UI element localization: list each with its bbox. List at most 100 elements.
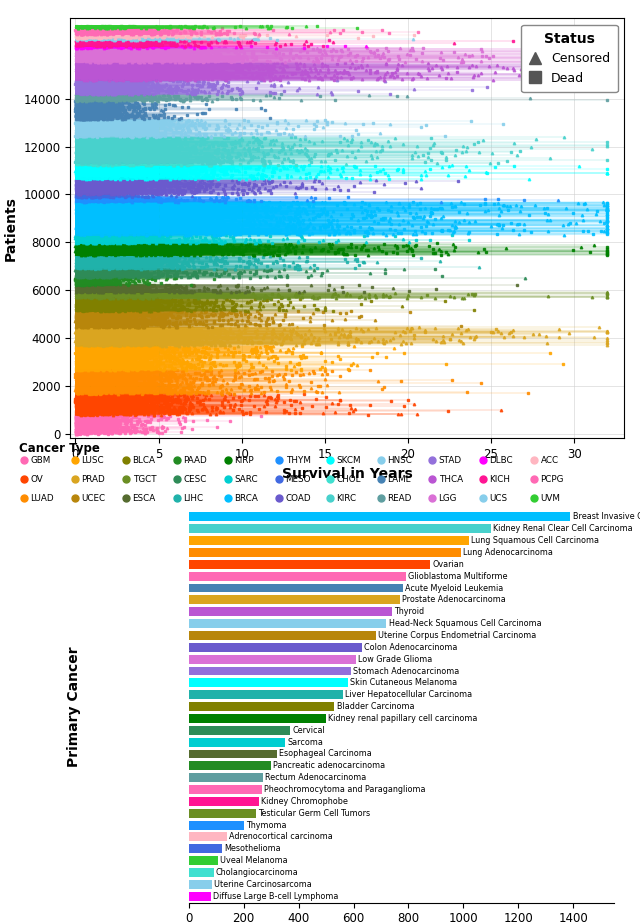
Text: CESC: CESC <box>184 474 207 484</box>
Bar <box>189 761 271 771</box>
Text: KIRC: KIRC <box>337 494 356 502</box>
Text: DLBC: DLBC <box>490 456 513 465</box>
Text: Stomach Adenocarcinoma: Stomach Adenocarcinoma <box>353 666 460 676</box>
Text: SARC: SARC <box>235 474 258 484</box>
Text: Pheochromocytoma and Paraganglioma: Pheochromocytoma and Paraganglioma <box>264 785 425 794</box>
Bar <box>189 678 348 688</box>
Legend: Censored, Dead: Censored, Dead <box>521 25 618 92</box>
Bar <box>189 548 461 557</box>
X-axis label: Survival in Years: Survival in Years <box>282 467 413 481</box>
Text: Bladder Carcinoma: Bladder Carcinoma <box>337 702 414 711</box>
Text: LGG: LGG <box>438 494 457 502</box>
Bar <box>189 607 392 617</box>
Text: KICH: KICH <box>490 474 511 484</box>
Text: Pancreatic adenocarcinoma: Pancreatic adenocarcinoma <box>273 761 385 771</box>
Text: Kidney Renal Clear Cell Carcinoma: Kidney Renal Clear Cell Carcinoma <box>493 524 633 533</box>
Text: Rectum Adenocarcinoma: Rectum Adenocarcinoma <box>265 773 366 782</box>
Text: Colon Adenocarcinoma: Colon Adenocarcinoma <box>364 642 458 652</box>
Text: PRAD: PRAD <box>82 474 106 484</box>
Text: OV: OV <box>31 474 44 484</box>
Text: BRCA: BRCA <box>235 494 259 502</box>
Bar <box>189 512 570 521</box>
Text: THCA: THCA <box>438 474 463 484</box>
Text: ACC: ACC <box>541 456 559 465</box>
Bar <box>189 642 362 652</box>
Text: UVM: UVM <box>541 494 561 502</box>
Text: LUSC: LUSC <box>82 456 104 465</box>
Text: Esophageal Carcinoma: Esophageal Carcinoma <box>279 749 372 759</box>
Bar <box>189 560 431 569</box>
Text: Kidney renal papillary cell carcinoma: Kidney renal papillary cell carcinoma <box>328 713 477 723</box>
Text: LAML: LAML <box>388 474 411 484</box>
Text: Head-Neck Squamous Cell Carcinoma: Head-Neck Squamous Cell Carcinoma <box>388 619 541 628</box>
Text: PAAD: PAAD <box>184 456 207 465</box>
Bar <box>189 737 285 747</box>
Text: Glioblastoma Multiforme: Glioblastoma Multiforme <box>408 571 508 581</box>
Text: READ: READ <box>388 494 412 502</box>
Bar <box>189 892 211 901</box>
Bar <box>189 749 276 759</box>
Text: KIRP: KIRP <box>235 456 254 465</box>
Bar <box>189 631 376 640</box>
Bar <box>189 595 400 605</box>
Text: BLCA: BLCA <box>132 456 156 465</box>
Text: ESCA: ESCA <box>132 494 156 502</box>
Text: Testicular Germ Cell Tumors: Testicular Germ Cell Tumors <box>259 809 371 818</box>
Bar <box>189 857 218 865</box>
Text: Lung Squamous Cell Carcinoma: Lung Squamous Cell Carcinoma <box>471 536 599 545</box>
Text: Mesothelioma: Mesothelioma <box>224 845 280 853</box>
Text: Thymoma: Thymoma <box>246 821 287 830</box>
Text: COAD: COAD <box>285 494 311 502</box>
Bar <box>189 702 334 711</box>
Bar <box>189 583 403 593</box>
Text: PCPG: PCPG <box>541 474 564 484</box>
Bar <box>189 773 263 782</box>
Text: Uveal Melanoma: Uveal Melanoma <box>220 857 287 865</box>
Bar <box>189 690 342 699</box>
Text: Uterine Carcinosarcoma: Uterine Carcinosarcoma <box>214 880 312 889</box>
Bar <box>189 571 406 581</box>
Text: Diffuse Large B-cell Lymphoma: Diffuse Large B-cell Lymphoma <box>213 892 339 901</box>
Bar <box>189 524 491 533</box>
Text: THYM: THYM <box>285 456 310 465</box>
Text: Prostate Adenocarcinoma: Prostate Adenocarcinoma <box>403 595 506 605</box>
Text: Lung Adenocarcinoma: Lung Adenocarcinoma <box>463 548 553 557</box>
Text: UCEC: UCEC <box>82 494 106 502</box>
Text: Liver Hepatocellular Carcinoma: Liver Hepatocellular Carcinoma <box>345 690 472 700</box>
Text: CHOL: CHOL <box>337 474 361 484</box>
Text: Adrenocortical carcinoma: Adrenocortical carcinoma <box>229 833 333 842</box>
Bar <box>189 785 262 794</box>
Text: LUAD: LUAD <box>31 494 54 502</box>
Text: HNSC: HNSC <box>388 456 412 465</box>
Text: GBM: GBM <box>31 456 51 465</box>
Text: Primary Cancer: Primary Cancer <box>67 646 81 767</box>
Bar <box>189 868 214 877</box>
Bar <box>189 845 221 853</box>
Text: MESO: MESO <box>285 474 311 484</box>
Bar <box>189 725 291 735</box>
Bar <box>189 666 351 676</box>
Text: LIHC: LIHC <box>184 494 204 502</box>
Bar <box>189 809 256 818</box>
Bar <box>189 536 469 545</box>
Y-axis label: Patients: Patients <box>4 196 18 261</box>
Text: Uterine Corpus Endometrial Carcinoma: Uterine Corpus Endometrial Carcinoma <box>378 631 536 640</box>
Text: Sarcoma: Sarcoma <box>287 737 323 747</box>
Bar <box>189 797 259 806</box>
Text: Breast Invasive Carcinoma: Breast Invasive Carcinoma <box>573 512 640 521</box>
Text: Acute Myeloid Leukemia: Acute Myeloid Leukemia <box>405 583 504 593</box>
Bar <box>189 880 212 889</box>
Text: Thyroid: Thyroid <box>394 607 424 617</box>
Bar <box>189 619 387 628</box>
Text: Low Grade Glioma: Low Grade Glioma <box>358 654 433 664</box>
Bar <box>189 821 244 830</box>
Bar <box>189 714 326 723</box>
Text: UCS: UCS <box>490 494 508 502</box>
Text: Cholangiocarcinoma: Cholangiocarcinoma <box>216 868 298 877</box>
Text: SKCM: SKCM <box>337 456 361 465</box>
Text: Skin Cutaneous Melanoma: Skin Cutaneous Melanoma <box>350 678 458 688</box>
Text: STAD: STAD <box>438 456 461 465</box>
Text: Ovarian: Ovarian <box>433 560 465 569</box>
Text: Cervical: Cervical <box>292 725 325 735</box>
Bar <box>189 833 227 842</box>
